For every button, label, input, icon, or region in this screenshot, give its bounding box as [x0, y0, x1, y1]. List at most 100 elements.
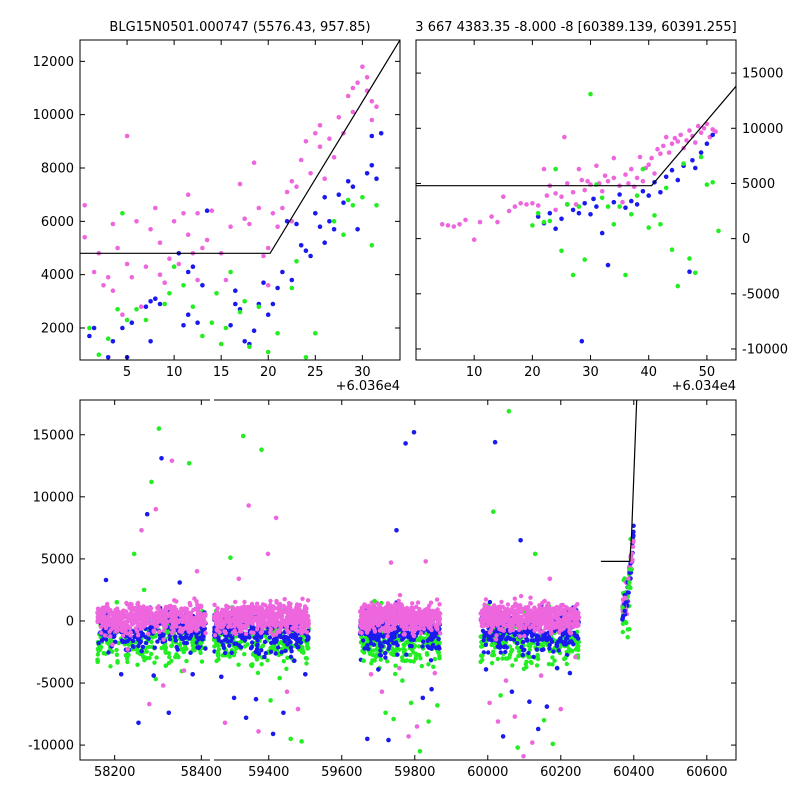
outlier-point [521, 754, 526, 759]
data-point-2 [226, 612, 232, 617]
data-point-2 [139, 612, 145, 618]
data-point-1 [588, 212, 593, 217]
data-point-0 [695, 123, 701, 129]
data-point-2 [232, 608, 237, 614]
data-point-2 [389, 626, 394, 631]
data-point-1 [146, 636, 151, 641]
data-point-0 [585, 178, 590, 184]
data-point-2 [361, 619, 366, 624]
data-point-2 [383, 614, 388, 619]
data-point-1 [248, 646, 254, 651]
data-point-0 [255, 670, 261, 676]
outlier-point [125, 647, 130, 652]
data-point-2 [527, 625, 533, 630]
data-point-1 [87, 333, 92, 339]
data-point-2 [499, 627, 504, 632]
data-point-0 [251, 160, 257, 165]
data-point-0 [126, 642, 131, 647]
data-point-0 [179, 647, 184, 652]
data-point-1 [252, 635, 257, 640]
data-point-1 [658, 190, 663, 195]
data-point-1 [698, 150, 704, 155]
data-point-0 [678, 132, 683, 138]
data-point-1 [429, 633, 435, 638]
data-point-1 [313, 211, 318, 216]
data-point-0 [124, 656, 130, 661]
data-point-2 [564, 613, 569, 618]
data-point-1 [136, 643, 141, 649]
data-point-0 [169, 643, 175, 648]
data-point-1 [190, 264, 196, 270]
data-point-2 [228, 617, 233, 623]
data-point-0 [228, 224, 233, 229]
data-point-1 [534, 647, 539, 652]
data-point-2 [102, 606, 107, 611]
data-point-2 [223, 630, 228, 636]
data-point-1 [221, 642, 226, 648]
data-point-2 [541, 219, 547, 225]
data-point-1 [255, 638, 260, 643]
event-point [629, 559, 634, 564]
data-point-2 [500, 604, 506, 610]
data-point-1 [282, 634, 287, 639]
data-point-2 [381, 606, 386, 611]
outlier-point [394, 528, 399, 533]
data-point-1 [426, 645, 432, 650]
data-point-2 [385, 634, 390, 639]
data-point-0 [369, 99, 375, 104]
data-point-2 [517, 603, 523, 608]
outlier-point [110, 642, 115, 647]
x-tick-label: 60000 [467, 765, 508, 780]
outlier-point [379, 689, 385, 694]
data-point-1 [529, 633, 535, 639]
data-point-1 [224, 636, 229, 642]
data-point-1 [184, 640, 190, 646]
data-point-1 [288, 633, 294, 639]
data-point-1 [501, 644, 507, 650]
y-tick-label: 15000 [33, 428, 74, 443]
data-point-0 [272, 647, 277, 652]
data-point-1 [617, 192, 622, 197]
data-point-2 [98, 613, 104, 618]
data-point-0 [167, 256, 172, 262]
data-point-1 [570, 207, 576, 213]
data-point-2 [135, 633, 141, 638]
outlier-point [495, 719, 501, 724]
data-point-1 [249, 640, 255, 645]
data-point-1 [392, 631, 397, 637]
data-point-2 [292, 608, 297, 613]
data-point-2 [506, 612, 512, 617]
data-point-0 [451, 224, 457, 229]
data-point-2 [288, 605, 293, 610]
data-point-1 [322, 240, 328, 245]
data-point-1 [233, 301, 238, 307]
data-point-2 [172, 604, 177, 610]
data-point-2 [162, 610, 167, 615]
data-point-0 [184, 658, 189, 664]
x-tick-label: 59400 [248, 765, 289, 780]
data-point-2 [302, 609, 308, 614]
data-point-1 [420, 644, 425, 649]
data-point-2 [271, 633, 276, 638]
outlier-point [400, 678, 405, 683]
data-point-1 [436, 636, 441, 642]
data-point-0 [418, 635, 423, 640]
outlier-point [198, 641, 203, 646]
data-point-0 [399, 655, 405, 660]
data-point-1 [547, 210, 553, 216]
data-point-2 [522, 613, 527, 618]
data-point-1 [378, 641, 383, 646]
data-point-2 [266, 610, 271, 615]
data-point-0 [275, 224, 280, 229]
data-point-0 [209, 208, 215, 213]
data-point-2 [541, 609, 547, 614]
data-point-0 [212, 644, 217, 649]
x-tick-label: 58400 [181, 765, 222, 780]
chart-bottom: 58200 58400 59400 59600 59800 60000 60200 60400… [28, 399, 737, 780]
data-point-2 [110, 619, 115, 624]
data-point-2 [512, 603, 517, 608]
data-point-2 [305, 598, 311, 603]
data-point-1 [481, 638, 486, 643]
data-point-0 [360, 64, 365, 69]
data-point-1 [255, 643, 260, 648]
